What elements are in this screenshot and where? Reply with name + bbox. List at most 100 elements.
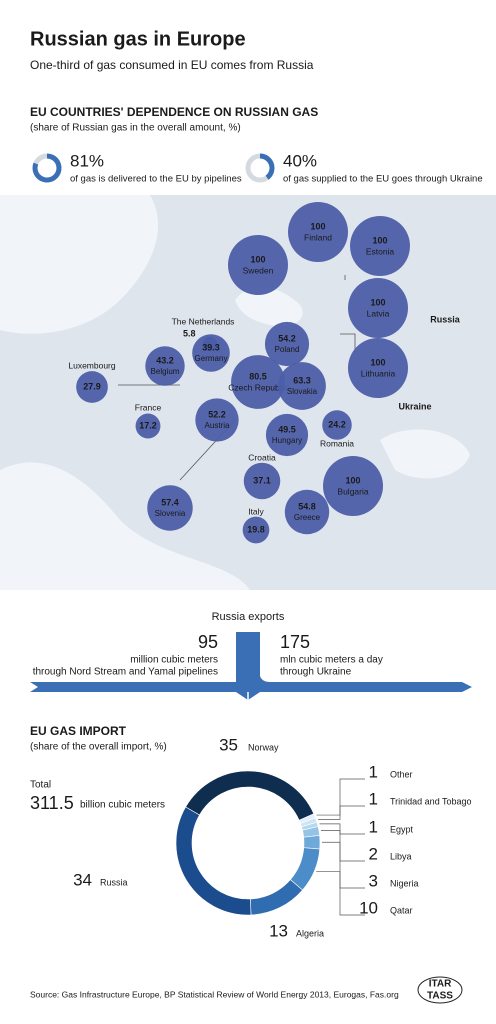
bubble-value: 100	[370, 357, 385, 367]
bubble-value: 39.3	[202, 342, 220, 352]
slice-value: 1	[369, 789, 378, 808]
ring-arc	[260, 153, 275, 180]
bubble	[264, 321, 310, 367]
bubble-value: 27.9	[83, 381, 101, 391]
bubble	[265, 413, 309, 457]
section-heading: EU COUNTRIES' DEPENDENCE ON RUSSIAN GAS	[30, 105, 318, 119]
bubble-name: Latvia	[367, 308, 390, 318]
bubble-value: 100	[345, 475, 360, 485]
stat-value: 81%	[70, 151, 104, 170]
bubble-value: 17.2	[139, 420, 157, 430]
slice-value: 10	[359, 898, 378, 917]
slice-value: 34	[73, 870, 92, 889]
stat-value: 40%	[283, 151, 317, 170]
flow-unit: million cubic meters	[130, 655, 218, 666]
section-subheading: (share of the overall import, %)	[30, 742, 167, 753]
logo: ITAR	[429, 979, 452, 990]
bubble-name: Sweden	[243, 265, 274, 275]
bubble	[284, 489, 330, 535]
stat-text: of gas supplied to the EU goes through U…	[283, 174, 483, 185]
slice-label: Norway	[248, 742, 279, 752]
region-label: Ukraine	[398, 401, 431, 411]
bubble-value: 24.2	[328, 419, 346, 429]
bubble	[322, 410, 352, 440]
bubble-name: Croatia	[248, 452, 276, 462]
bubble-value: 100	[250, 254, 265, 264]
bubble-value: 49.5	[278, 424, 296, 434]
donut-slice	[185, 770, 315, 821]
bubble-value: 100	[372, 235, 387, 245]
bubble	[242, 516, 270, 544]
bubble	[348, 278, 408, 338]
bubble-name: The Netherlands	[172, 316, 235, 326]
bubble-name: Germany	[195, 354, 228, 363]
bubble-value: 43.2	[156, 355, 174, 365]
logo-ring	[417, 976, 463, 1004]
section-subheading: (share of Russian gas in the overall amo…	[30, 123, 241, 134]
bubble-name: Slovakia	[287, 387, 318, 396]
bubble	[228, 235, 288, 295]
logo: TASS	[427, 991, 453, 1002]
donut-slice	[303, 835, 321, 850]
bubble	[195, 398, 239, 442]
donut-slice	[175, 806, 252, 916]
slice-label: Other	[390, 769, 413, 779]
bubble-name: Lithuania	[361, 368, 396, 378]
bubble-value: 100	[370, 297, 385, 307]
bubble-value: 52.2	[208, 409, 226, 419]
bubble-value: 63.3	[293, 375, 311, 385]
donut-slice	[250, 879, 303, 916]
map-sea	[0, 462, 250, 590]
bubble-name: Czech Republic	[228, 382, 288, 392]
bubble-name: Poland	[275, 345, 300, 354]
slice-label: Trinidad and Tobago	[390, 796, 472, 806]
bubble-value: 54.2	[278, 333, 296, 343]
bubble	[288, 202, 348, 262]
bubble	[147, 485, 193, 531]
bubble	[350, 216, 410, 276]
bubble-value: 80.5	[249, 371, 267, 381]
bubble-name: Finland	[304, 232, 332, 242]
bubble	[231, 355, 285, 409]
slice-label: Nigeria	[390, 878, 419, 888]
bubble-value: 54.8	[298, 501, 316, 511]
slice-value: 13	[269, 921, 288, 940]
flow-unit: mln cubic meters a day	[280, 655, 383, 666]
bubble-name: Italy	[248, 506, 264, 516]
stat-text: of gas is delivered to the EU by pipelin…	[70, 174, 242, 185]
bubble-value: 19.8	[247, 524, 265, 534]
leader-line	[316, 778, 365, 816]
bubble-name: Slovenia	[155, 509, 186, 518]
slice-label: Libya	[390, 851, 412, 861]
subtitle: One-third of gas consumed in EU comes fr…	[30, 58, 314, 72]
slice-value: 3	[369, 871, 378, 890]
title: Russian gas in Europe	[30, 28, 246, 50]
leader-line	[318, 805, 365, 820]
map-sea	[380, 429, 470, 479]
region-label: Russia	[430, 314, 461, 324]
bubble	[323, 456, 383, 516]
bubble	[135, 413, 161, 439]
bubble-name: Belgium	[151, 367, 180, 376]
flow-route: through Ukraine	[280, 667, 352, 678]
flow-arrow	[236, 632, 472, 700]
bubble	[348, 338, 408, 398]
flow-value: 175	[280, 632, 310, 652]
leader-line	[321, 841, 365, 889]
bubble-name: Estonia	[366, 246, 395, 256]
slice-value: 1	[369, 817, 378, 836]
slice-label: Qatar	[390, 905, 413, 915]
bubble-value: 57.4	[161, 497, 179, 507]
bubble-value: 5.8	[183, 328, 196, 338]
leader-line	[320, 830, 365, 862]
slice-value: 2	[369, 844, 378, 863]
total-label: Total	[30, 780, 51, 791]
bubble-name: Hungary	[272, 436, 302, 445]
bubble	[76, 371, 108, 403]
bubble	[192, 334, 230, 372]
total-unit: billion cubic meters	[80, 800, 165, 811]
leader-line	[319, 823, 365, 835]
bubble-name: Luxembourg	[68, 360, 116, 370]
